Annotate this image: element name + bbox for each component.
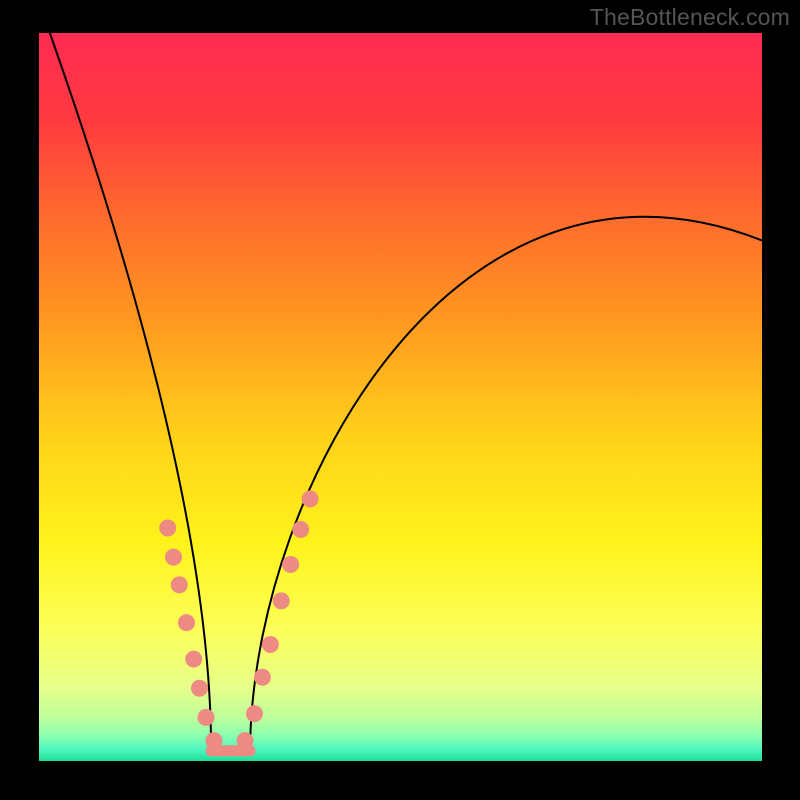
marker-dot — [185, 651, 202, 668]
marker-dot — [237, 732, 254, 749]
marker-dot — [198, 709, 215, 726]
marker-dot — [159, 520, 176, 537]
marker-dot — [171, 576, 188, 593]
marker-dot — [205, 732, 222, 749]
marker-dot — [246, 705, 263, 722]
marker-dot — [273, 592, 290, 609]
marker-dot — [191, 680, 208, 697]
gradient-background — [39, 33, 762, 761]
marker-dot — [302, 490, 319, 507]
plot-area — [39, 33, 762, 761]
marker-dot — [254, 669, 271, 686]
marker-dot — [165, 549, 182, 566]
chart-stage: TheBottleneck.com — [0, 0, 800, 800]
marker-dot — [262, 636, 279, 653]
marker-dot — [178, 614, 195, 631]
watermark-text: TheBottleneck.com — [590, 4, 790, 31]
marker-dot — [282, 556, 299, 573]
marker-dot — [292, 521, 309, 538]
plot-svg — [39, 33, 762, 761]
